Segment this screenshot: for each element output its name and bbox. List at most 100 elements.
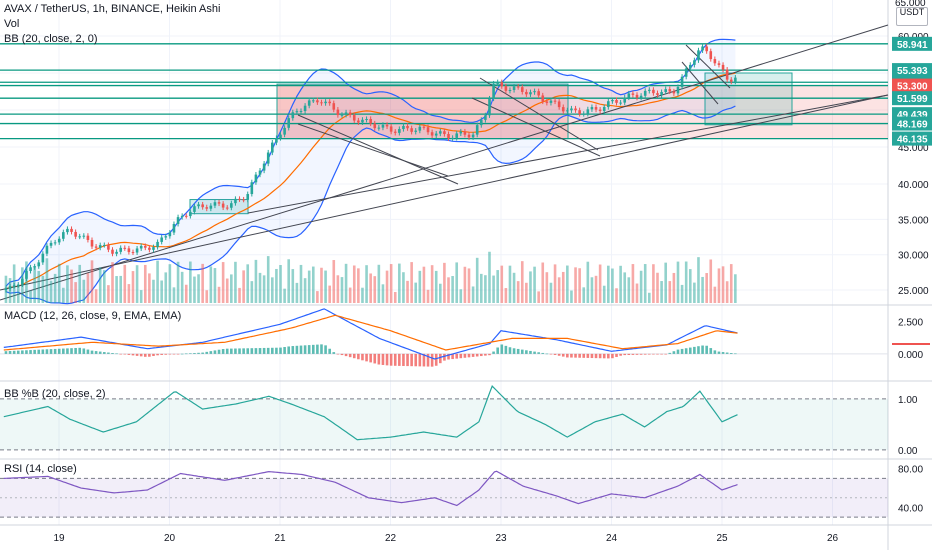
volume-bar — [443, 262, 446, 303]
candle-body — [631, 93, 635, 95]
macd-histogram-bar — [221, 348, 225, 354]
macd-histogram-bar — [393, 353, 397, 366]
volume-bar — [271, 277, 274, 303]
candle-body — [389, 126, 393, 132]
macd-histogram-bar — [119, 353, 122, 355]
volume-bar — [250, 281, 254, 303]
candle-body — [193, 206, 196, 212]
candle-body — [602, 107, 606, 111]
macd-histogram-bar — [652, 353, 655, 355]
macd-histogram-bar — [451, 353, 454, 360]
macd-histogram-bar — [12, 350, 16, 354]
macd-histogram-bar — [586, 353, 590, 358]
volume-bar — [508, 265, 512, 303]
price-level-label: 55.393 — [897, 66, 928, 77]
rsi-band-fill — [0, 478, 888, 518]
volume-bar — [430, 265, 434, 303]
macd-histogram-bar — [729, 353, 733, 354]
macd-histogram-bar — [525, 350, 528, 354]
macd-histogram-bar — [107, 352, 110, 354]
candle-body — [172, 223, 176, 233]
volume-bar — [123, 264, 127, 303]
macd-histogram-bar — [340, 353, 344, 356]
bbpb-tick-label: 0.00 — [898, 446, 918, 457]
volume-bar — [406, 280, 409, 303]
macd-histogram-bar — [209, 351, 213, 354]
volume-bar — [184, 284, 188, 303]
macd-histogram-bar — [45, 349, 49, 354]
volume-bar — [582, 287, 586, 303]
candle-body — [357, 120, 360, 123]
macd-histogram-bar — [344, 353, 348, 357]
macd-histogram-bar — [570, 353, 573, 358]
volume-bar — [373, 276, 377, 303]
macd-histogram-bar — [70, 348, 73, 354]
volume-bar — [361, 287, 364, 303]
volume-bar — [357, 268, 360, 303]
volume-bar — [717, 268, 721, 303]
candle-body — [295, 111, 299, 113]
macd-histogram-bar — [414, 353, 418, 367]
candle-body — [549, 100, 553, 103]
price-level-tag — [892, 78, 932, 93]
macd-histogram-bar — [471, 353, 475, 357]
volume-bar — [86, 273, 90, 303]
macd-histogram-bar — [49, 349, 53, 354]
macd-histogram-bar — [512, 348, 516, 354]
price-level-tag — [892, 36, 932, 51]
candle-body — [332, 103, 336, 110]
candle-body — [94, 246, 98, 248]
candle-body — [156, 241, 159, 248]
macd-pane — [0, 308, 888, 367]
macd-histogram-bar — [381, 353, 385, 365]
candle-body — [570, 108, 573, 111]
candle-body — [4, 288, 8, 291]
macd-histogram-bar — [721, 352, 725, 354]
price-level-tag — [892, 91, 932, 106]
volume-bar — [291, 269, 295, 303]
volume-bar — [660, 281, 663, 303]
macd-histogram-bar — [275, 347, 278, 354]
macd-histogram-bar — [656, 353, 659, 355]
macd-histogram-bar — [635, 353, 639, 355]
candle-body — [410, 128, 413, 132]
y-tick-label: 35.000 — [898, 215, 929, 226]
macd-histogram-bar — [385, 353, 389, 366]
candle-body — [25, 270, 28, 279]
volume-bar — [160, 280, 163, 303]
candle-body — [119, 247, 122, 252]
y-tick-label: 30.000 — [898, 251, 929, 262]
candle-body — [33, 266, 36, 268]
volume-bar — [389, 264, 393, 303]
macd-histogram-bar — [406, 353, 409, 367]
candle-body — [582, 113, 586, 115]
x-tick-label: 19 — [53, 533, 65, 544]
macd-histogram-bar — [648, 353, 651, 355]
volume-bar — [725, 281, 729, 303]
candle-body — [246, 194, 250, 200]
volume-bar — [705, 273, 708, 303]
volume-bar — [590, 277, 594, 303]
macd-histogram-bar — [590, 353, 594, 359]
candle-body — [197, 204, 200, 207]
candle-body — [463, 131, 467, 135]
price-level-label: 58.941 — [897, 40, 928, 51]
macd-histogram-bar — [398, 353, 401, 366]
candle-body — [180, 215, 184, 218]
volume-bar — [516, 281, 520, 303]
volume-bar — [139, 290, 143, 303]
volume-bar — [721, 266, 725, 303]
volume-bar — [594, 275, 598, 303]
candle-body — [541, 95, 545, 102]
currency-unit-button[interactable]: USDT — [896, 7, 928, 26]
volume-bar — [393, 291, 397, 303]
volume-bar — [553, 264, 557, 303]
volume-bar — [98, 267, 102, 303]
macd-tick-label: 2.500 — [898, 318, 923, 329]
macd-histogram-bar — [684, 348, 688, 354]
volume-bar — [434, 270, 438, 303]
volume-bar — [279, 265, 282, 303]
macd-histogram-bar — [439, 353, 442, 364]
volume-bar — [537, 291, 540, 303]
macd-histogram-bar — [316, 344, 319, 354]
